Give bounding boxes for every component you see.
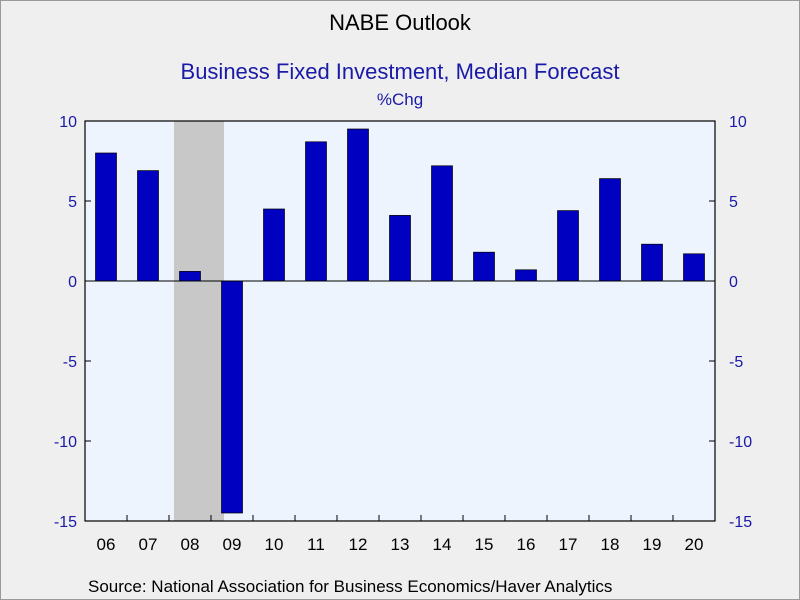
y-tick-label-left: -5 bbox=[63, 354, 77, 371]
x-tick-label-07: 07 bbox=[139, 535, 158, 554]
y-tick-label-right: -15 bbox=[729, 514, 752, 531]
x-tick-label-13: 13 bbox=[391, 535, 410, 554]
x-tick-label-19: 19 bbox=[643, 535, 662, 554]
x-tick-label-06: 06 bbox=[97, 535, 116, 554]
bar-12 bbox=[347, 128, 369, 282]
x-tick-label-20: 20 bbox=[685, 535, 704, 554]
recession-shading-layer bbox=[174, 121, 224, 521]
y-tick-label-left: 0 bbox=[68, 274, 77, 291]
bar-17 bbox=[557, 210, 579, 282]
bar-10 bbox=[263, 208, 285, 282]
bar-11 bbox=[305, 141, 327, 282]
y-tick-label-right: 5 bbox=[729, 194, 738, 211]
y-tick-label-right: -5 bbox=[729, 354, 743, 371]
x-tick-label-10: 10 bbox=[265, 535, 284, 554]
bar-07 bbox=[137, 170, 159, 282]
bar-20 bbox=[683, 253, 705, 282]
x-tick-label-17: 17 bbox=[559, 535, 578, 554]
unit-label: %Chg bbox=[376, 90, 424, 109]
x-tick-label-14: 14 bbox=[433, 535, 452, 554]
y-tick-label-left: 5 bbox=[68, 194, 77, 211]
chart-subtitle: Business Fixed Investment, Median Foreca… bbox=[180, 59, 620, 84]
tick-labels-layer: 10 10 5 5 0 0 -5 -5 -10 -10 -15 -15 06 07 08 09 10 11 12 13… bbox=[54, 114, 752, 554]
plot-border bbox=[84, 120, 716, 522]
bar-09 bbox=[221, 280, 243, 514]
y-tick-label-right: 0 bbox=[729, 274, 738, 291]
bar-08 bbox=[179, 271, 201, 282]
x-tick-label-18: 18 bbox=[601, 535, 620, 554]
y-tick-label-left: -10 bbox=[54, 434, 77, 451]
bar-13 bbox=[389, 215, 411, 282]
x-tick-label-09: 09 bbox=[223, 535, 242, 554]
y-tick-label-right: 10 bbox=[729, 114, 747, 131]
bar-06 bbox=[95, 152, 117, 282]
ticks-layer bbox=[85, 120, 715, 522]
bar-14 bbox=[431, 165, 453, 282]
source-note: Source: National Association for Busines… bbox=[88, 577, 613, 596]
x-tick-label-11: 11 bbox=[307, 535, 325, 554]
x-tick-label-08: 08 bbox=[181, 535, 200, 554]
x-tick-label-12: 12 bbox=[349, 535, 368, 554]
bar-16 bbox=[515, 269, 537, 282]
y-tick-label-left: 10 bbox=[59, 114, 77, 131]
x-tick-label-16: 16 bbox=[517, 535, 536, 554]
x-tick-label-15: 15 bbox=[475, 535, 494, 554]
bar-18 bbox=[599, 178, 621, 282]
bars-layer bbox=[95, 128, 705, 514]
y-tick-label-right: -10 bbox=[729, 434, 752, 451]
chart-title: NABE Outlook bbox=[329, 10, 471, 35]
bar-15 bbox=[473, 251, 495, 282]
bar-19 bbox=[641, 243, 663, 282]
recession-shade bbox=[174, 121, 224, 521]
y-tick-label-left: -15 bbox=[54, 514, 77, 531]
